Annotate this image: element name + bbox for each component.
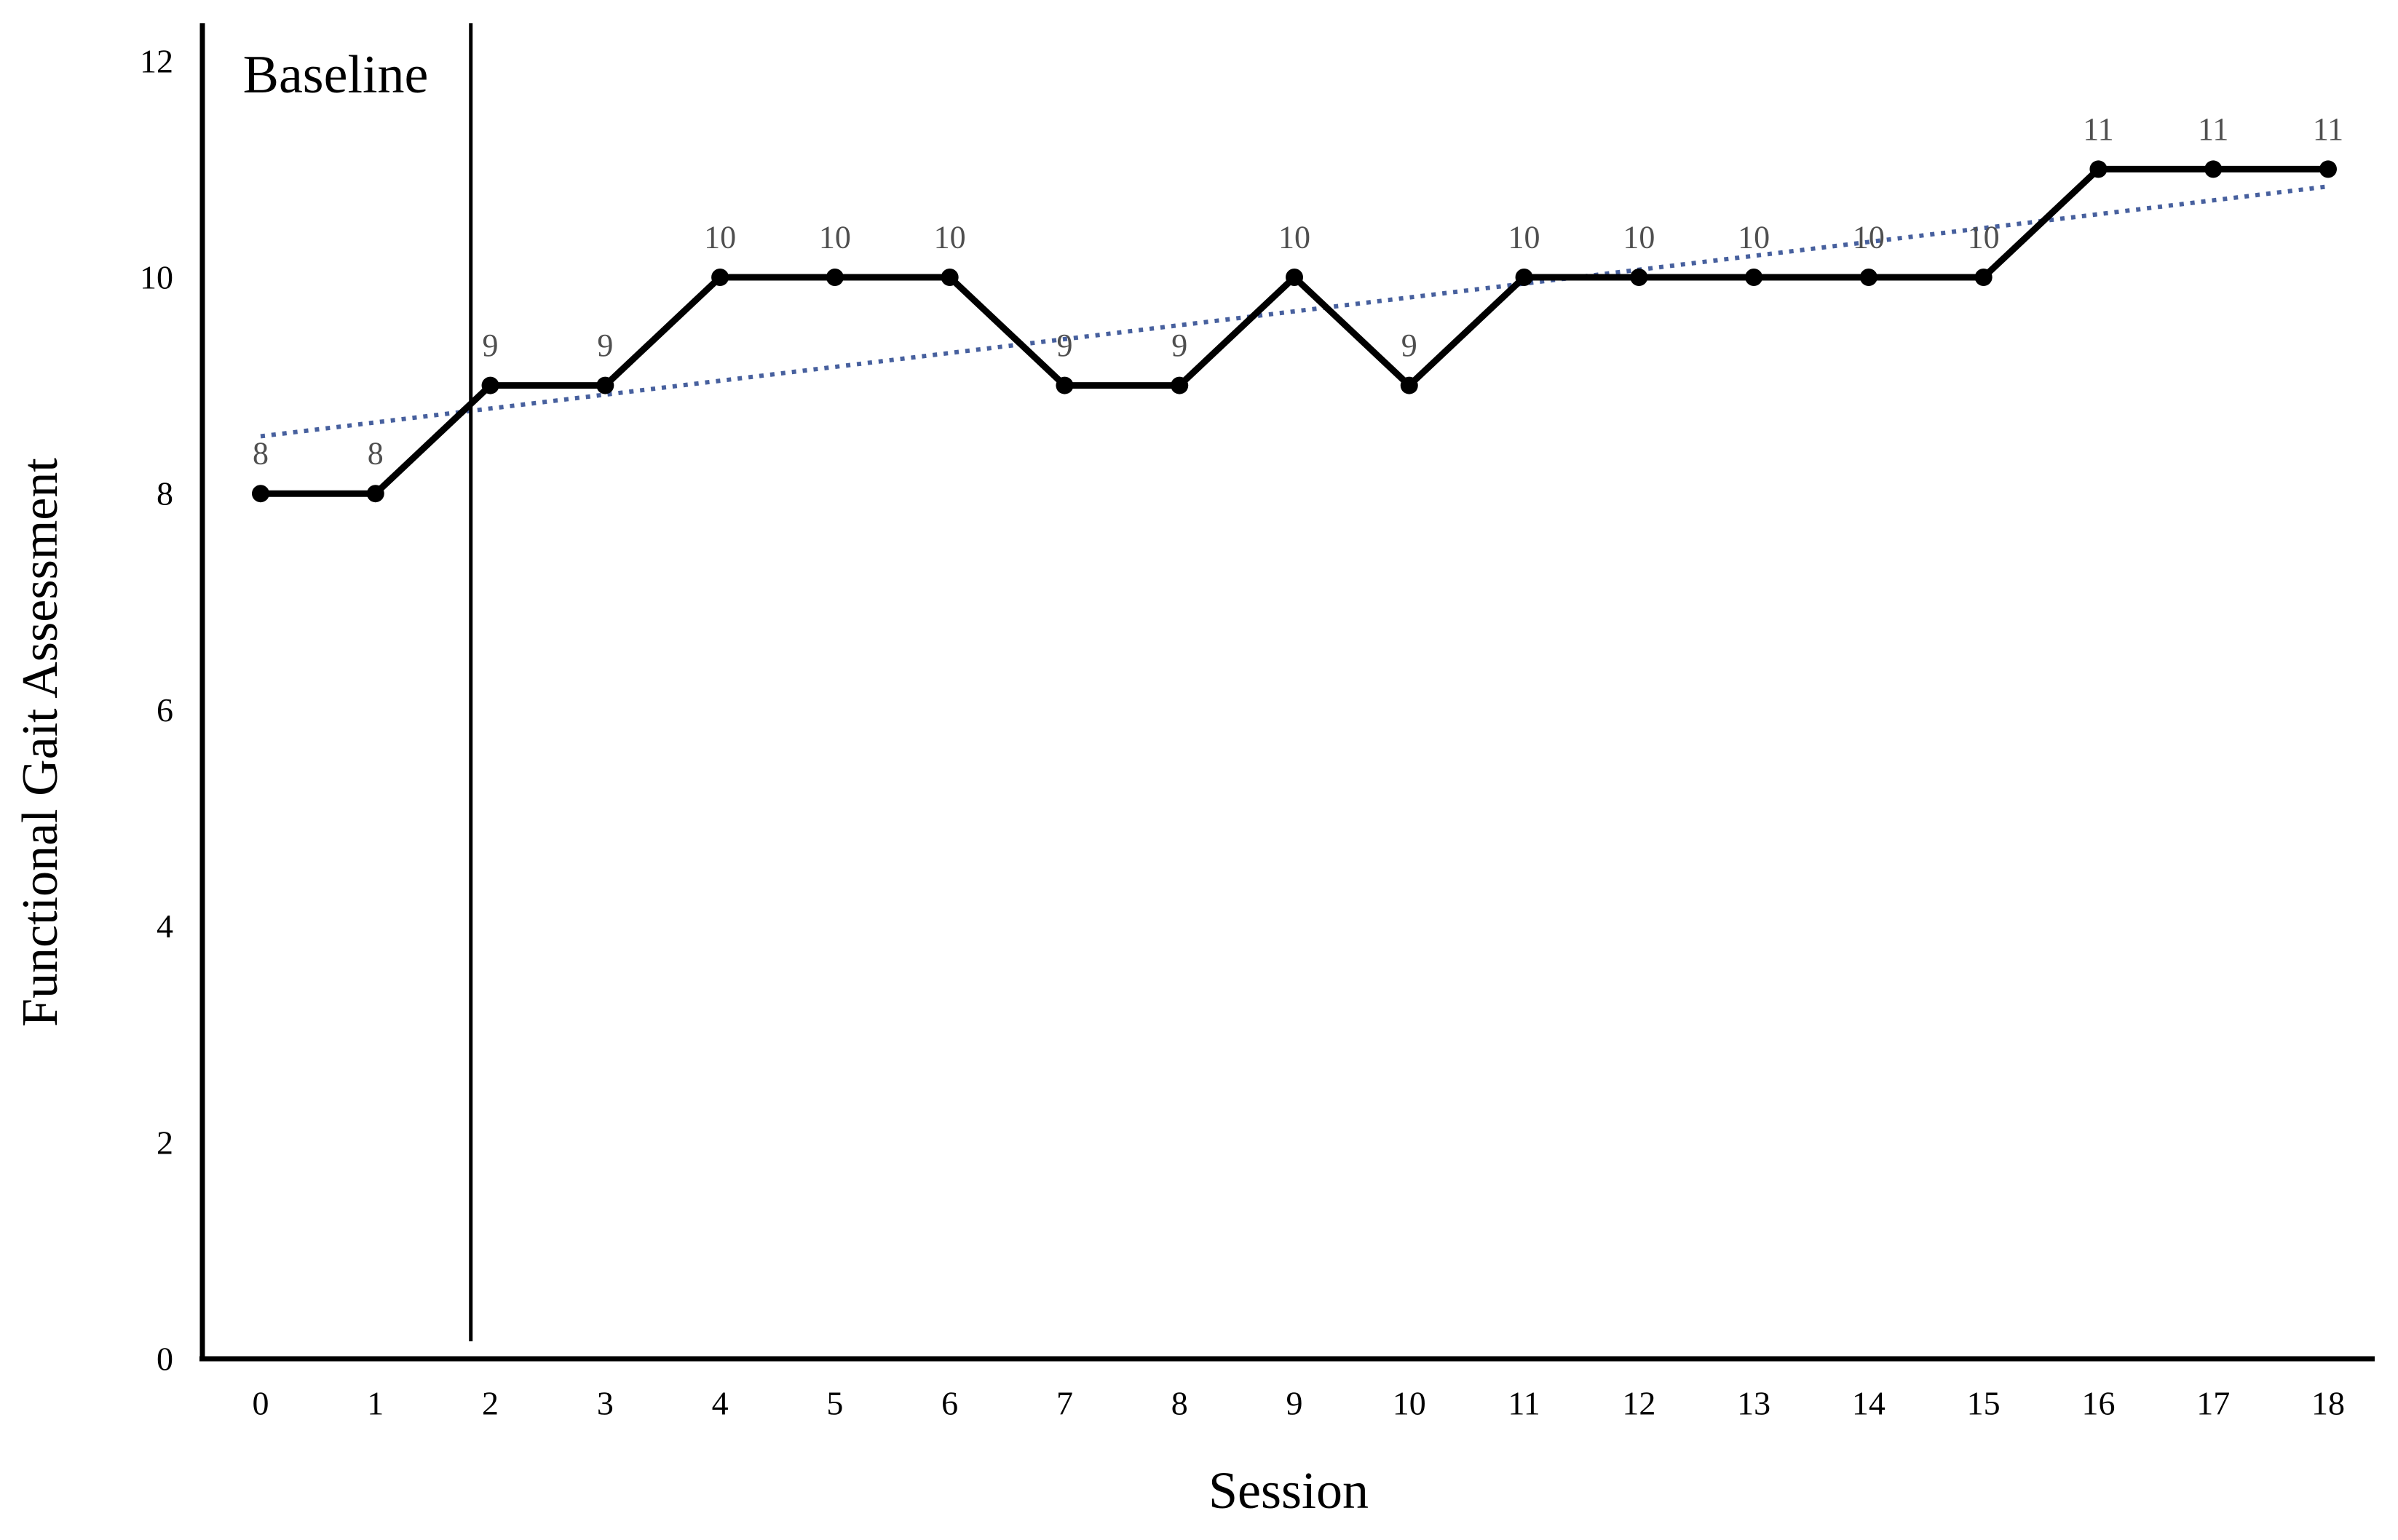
data-point-marker: [826, 269, 844, 286]
x-tick-label: 12: [1622, 1385, 1655, 1422]
data-point-label: 10: [1738, 220, 1770, 255]
x-tick-label: 4: [712, 1385, 729, 1422]
data-point-label: 10: [1853, 220, 1885, 255]
y-axis-title: Functional Gait Assessment: [12, 458, 68, 1027]
x-tick-label: 15: [1967, 1385, 2001, 1422]
data-point-marker: [2319, 160, 2338, 178]
data-point-marker: [1859, 269, 1877, 286]
x-tick-label: 9: [1286, 1385, 1303, 1422]
data-point-marker: [1400, 376, 1418, 394]
data-point-marker: [1056, 376, 1074, 394]
y-tick-label: 2: [157, 1124, 173, 1161]
x-tick-label: 3: [597, 1385, 614, 1422]
data-point-label: 8: [368, 436, 384, 472]
data-point-marker: [252, 485, 269, 503]
data-point-label: 9: [483, 328, 499, 363]
marker-group: [252, 160, 2338, 503]
y-tick-label: 10: [140, 259, 173, 296]
data-point-marker: [366, 485, 384, 503]
data-point-label: 9: [1056, 328, 1072, 363]
data-point-label: 10: [704, 220, 736, 255]
data-point-label: 11: [2313, 111, 2343, 147]
x-tick-label: 2: [482, 1385, 499, 1422]
x-tick-label: 17: [2196, 1385, 2230, 1422]
x-tick-label: 16: [2081, 1385, 2115, 1422]
data-point-label: 10: [819, 220, 851, 255]
data-point-marker: [1974, 269, 1993, 286]
data-point-label: 11: [2198, 111, 2228, 147]
y-tick-label: 4: [157, 908, 173, 945]
baseline-phase-label: Baseline: [243, 45, 429, 105]
data-point-marker: [1171, 376, 1189, 394]
linear-trendline: [260, 184, 2329, 439]
y-tick-label: 0: [157, 1341, 173, 1378]
trendline-group: [260, 184, 2329, 439]
data-point-marker: [711, 269, 729, 286]
series-line: [257, 165, 2332, 497]
y-tick-labels: 0 2 4 6 8 10 12: [140, 42, 173, 1377]
x-tick-label: 11: [1508, 1385, 1540, 1422]
data-point-marker: [596, 376, 614, 394]
x-tick-labels: 0 1 2 3 4 5 6 7 8 9 10 11 12 13 14 15 16 17 18: [253, 1385, 2346, 1422]
data-point-marker: [2204, 160, 2223, 178]
y-tick-label: 8: [157, 475, 173, 512]
data-point-label: 10: [1278, 220, 1310, 255]
data-point-label: 11: [2083, 111, 2113, 147]
data-point-marker: [941, 269, 959, 286]
data-point-label: 10: [1508, 220, 1540, 255]
data-point-marker: [481, 376, 499, 394]
data-point-marker: [2089, 160, 2108, 178]
data-point-label: 8: [253, 436, 269, 472]
data-point-marker: [1630, 269, 1648, 286]
data-point-label: 10: [1968, 220, 2000, 255]
data-point-label: 9: [1401, 328, 1417, 363]
x-tick-label: 1: [367, 1385, 384, 1422]
data-point-marker: [1286, 269, 1304, 286]
x-tick-label: 18: [2311, 1385, 2345, 1422]
y-tick-label: 12: [140, 42, 173, 79]
x-tick-label: 6: [941, 1385, 958, 1422]
x-tick-label: 8: [1171, 1385, 1188, 1422]
x-tick-label: 13: [1737, 1385, 1770, 1422]
data-point-label: 10: [934, 220, 966, 255]
x-tick-label: 14: [1852, 1385, 1885, 1422]
x-tick-label: 10: [1393, 1385, 1426, 1422]
data-point-marker: [1745, 269, 1763, 286]
x-axis-title: Session: [1208, 1461, 1369, 1520]
data-label-group: 8 8 9 9 10 10 10 9 9 10 9 10 10 10 10 10 11 11 11: [253, 111, 2343, 472]
data-point-label: 10: [1623, 220, 1655, 255]
x-tick-label: 5: [826, 1385, 843, 1422]
data-point-label: 9: [1171, 328, 1187, 363]
series-group: [257, 165, 2332, 497]
data-point-label: 9: [597, 328, 613, 363]
x-tick-label: 0: [253, 1385, 269, 1422]
data-point-marker: [1515, 269, 1533, 286]
y-tick-label: 6: [157, 691, 173, 729]
x-tick-label: 7: [1056, 1385, 1073, 1422]
